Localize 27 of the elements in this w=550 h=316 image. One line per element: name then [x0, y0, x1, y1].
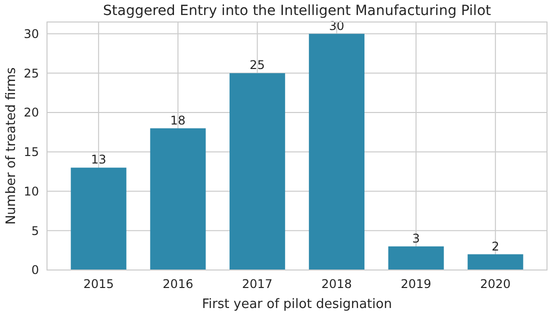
data-label: 3 — [412, 231, 420, 246]
bar — [468, 254, 524, 270]
y-tick-label: 30 — [24, 27, 39, 42]
y-tick-label: 25 — [24, 66, 39, 80]
data-label: 25 — [250, 58, 265, 72]
data-label: 13 — [90, 152, 106, 167]
x-tick-label: 2019 — [400, 277, 432, 291]
bar — [70, 168, 126, 270]
y-tick-label: 0 — [31, 263, 39, 278]
chart-title: Staggered Entry into the Intelligent Manufacturing Pilot — [102, 3, 492, 19]
x-tick-label: 2020 — [480, 277, 511, 291]
x-tick-label: 2015 — [83, 277, 114, 291]
data-label: 2 — [492, 239, 500, 254]
y-axis-title: Number of treated firms — [4, 67, 19, 225]
bar — [388, 246, 444, 270]
x-axis-title: First year of pilot designation — [202, 297, 392, 312]
x-tick-label: 2016 — [162, 277, 194, 291]
y-tick-label: 5 — [31, 224, 39, 238]
y-tick-label: 10 — [24, 184, 39, 198]
bar — [150, 128, 206, 270]
x-tick-label: 2018 — [321, 277, 352, 291]
x-tick-label: 2017 — [242, 277, 273, 291]
y-tick-label: 20 — [24, 106, 39, 120]
bar — [230, 73, 286, 270]
bar — [308, 34, 364, 270]
data-label: 18 — [170, 113, 186, 128]
y-tick-label: 15 — [24, 145, 39, 160]
